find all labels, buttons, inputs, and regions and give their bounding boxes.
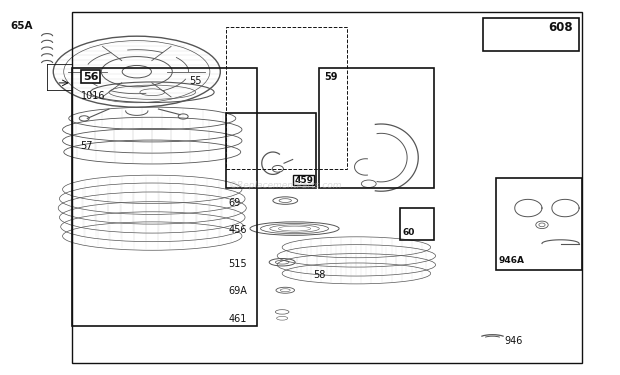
- Text: 946A: 946A: [498, 256, 525, 265]
- Bar: [72, 12, 582, 363]
- Text: 65A: 65A: [10, 21, 32, 31]
- Text: 59: 59: [324, 72, 338, 82]
- Text: 459: 459: [294, 176, 313, 184]
- Text: 946: 946: [505, 336, 523, 346]
- Text: 60: 60: [403, 228, 415, 237]
- Text: 57: 57: [80, 141, 92, 152]
- Bar: [226, 27, 347, 169]
- Bar: [400, 208, 434, 240]
- Text: 456: 456: [228, 225, 247, 236]
- Text: 515: 515: [228, 259, 247, 269]
- Text: ©ReplacementParts.com: ©ReplacementParts.com: [229, 181, 342, 190]
- Bar: [495, 178, 582, 270]
- Bar: [483, 18, 579, 51]
- Text: 69: 69: [228, 198, 241, 208]
- Text: 1016: 1016: [81, 91, 105, 101]
- Text: 56: 56: [83, 72, 99, 82]
- Text: 58: 58: [313, 270, 326, 280]
- Text: 55: 55: [189, 76, 202, 86]
- Text: 608: 608: [548, 21, 573, 34]
- Bar: [319, 68, 434, 188]
- Bar: [226, 113, 316, 188]
- Text: 461: 461: [228, 314, 247, 324]
- Text: 69A: 69A: [228, 286, 247, 296]
- Bar: [72, 68, 257, 326]
